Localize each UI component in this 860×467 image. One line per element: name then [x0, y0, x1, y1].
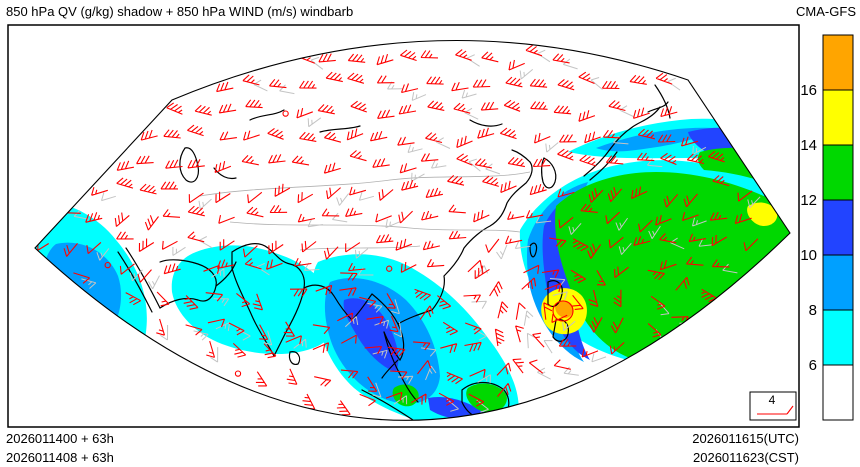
wind-barbs-layer: [35, 44, 759, 416]
run-times: 2026011400 + 63h 2026011408 + 63h: [6, 429, 114, 467]
run-time-utc: 2026011400 + 63h: [6, 431, 114, 446]
colorbar-cells: [822, 34, 854, 421]
map-content: [35, 44, 790, 421]
run-time-cst: 2026011408 + 63h: [6, 450, 114, 465]
colorbar-label-10: 10: [800, 247, 817, 264]
model-name: CMA-GFS: [796, 4, 856, 19]
colorbar-label-12: 12: [800, 192, 817, 209]
colorbar-label-6: 6: [809, 357, 817, 374]
barb-legend-value: 4: [769, 393, 776, 407]
colorbar-label-8: 8: [809, 302, 817, 319]
plot-frame: [7, 24, 800, 428]
valid-times: 2026011615(UTC) 2026011623(CST): [692, 429, 799, 467]
typhoon-contour: [552, 300, 574, 322]
valid-time-cst: 2026011623(CST): [693, 450, 799, 465]
barb-legend-barb-icon: [757, 405, 794, 415]
gray-barbs-layer: [73, 49, 761, 413]
colorbar-label-16: 16: [800, 82, 817, 99]
map-fan-outline: [34, 39, 791, 421]
barb-legend-box: 4: [749, 391, 797, 421]
colorbar-label-14: 14: [800, 137, 817, 154]
country-borders-layer: [199, 171, 531, 251]
valid-time-utc: 2026011615(UTC): [692, 431, 799, 446]
chart-title: 850 hPa QV (g/kg) shadow + 850 hPa WIND …: [6, 4, 354, 19]
colorbar: 16 14 12 10 8 6: [800, 34, 854, 421]
